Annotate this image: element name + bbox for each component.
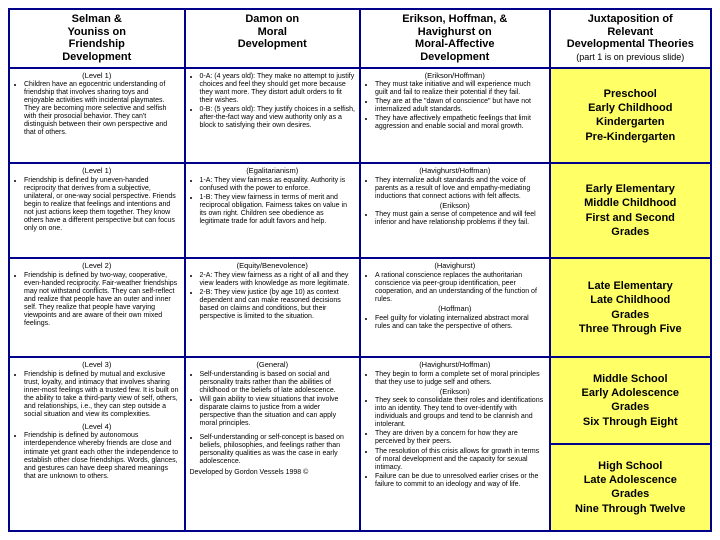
stage-label: Late ElementaryLate ChildhoodGradesThree… — [579, 280, 682, 335]
stage-label: PreschoolEarly ChildhoodKindergartenPre-… — [585, 88, 675, 143]
header-stage: Juxtaposition of Relevant Developmental … — [550, 9, 711, 68]
cell-erikson-4-5: (Havighurst/Hoffman) They begin to form … — [360, 357, 550, 531]
table-row: (Level 1) Friendship is defined by uneve… — [9, 163, 711, 258]
cell-selman-2: (Level 1) Friendship is defined by uneve… — [9, 163, 185, 258]
cell-damon-4-5: (General) Self-understanding is based on… — [185, 357, 361, 531]
stage-middle-school: Middle SchoolEarly AdolescenceGradesSix … — [550, 357, 711, 444]
cell-damon-1: 0-A: (4 years old): They make no attempt… — [185, 68, 361, 163]
cell-erikson-3: (Havighurst) A rational conscience repla… — [360, 258, 550, 357]
cell-selman-4-5: (Level 3) Friendship is defined by mutua… — [9, 357, 185, 531]
table-row: (Level 1) Children have an egocentric un… — [9, 68, 711, 163]
slide: Selman & Youniss on Friendship Developme… — [0, 0, 720, 540]
cell-erikson-1: (Erikson/Hoffman) They must take initiat… — [360, 68, 550, 163]
header-erikson: Erikson, Hoffman, & Havighurst on Moral-… — [360, 9, 550, 68]
stage-late-elementary: Late ElementaryLate ChildhoodGradesThree… — [550, 258, 711, 357]
credit-line: Developed by Gordon Vessels 1998 © — [190, 469, 356, 477]
header-damon: Damon on Moral Development — [185, 9, 361, 68]
cell-erikson-2: (Havighurst/Hoffman) They internalize ad… — [360, 163, 550, 258]
header-row: Selman & Youniss on Friendship Developme… — [9, 9, 711, 68]
stage-label: Middle SchoolEarly AdolescenceGradesSix … — [582, 373, 679, 428]
cell-damon-2: (Egalitarianism) 1-A: They view fairness… — [185, 163, 361, 258]
header-selman: Selman & Youniss on Friendship Developme… — [9, 9, 185, 68]
stage-preschool: PreschoolEarly ChildhoodKindergartenPre-… — [550, 68, 711, 163]
stage-label: High SchoolLate AdolescenceGradesNine Th… — [575, 460, 685, 515]
cell-damon-3: (Equity/Benevolence) 2-A: They view fair… — [185, 258, 361, 357]
stage-early-elementary: Early ElementaryMiddle ChildhoodFirst an… — [550, 163, 711, 258]
cell-selman-1: (Level 1) Children have an egocentric un… — [9, 68, 185, 163]
stage-label: Early ElementaryMiddle ChildhoodFirst an… — [584, 183, 676, 238]
cell-selman-3: (Level 2) Friendship is defined by two-w… — [9, 258, 185, 357]
table-row: (Level 2) Friendship is defined by two-w… — [9, 258, 711, 357]
theory-table: Selman & Youniss on Friendship Developme… — [8, 8, 712, 532]
table-row: (Level 3) Friendship is defined by mutua… — [9, 357, 711, 444]
stage-high-school: High SchoolLate AdolescenceGradesNine Th… — [550, 444, 711, 531]
